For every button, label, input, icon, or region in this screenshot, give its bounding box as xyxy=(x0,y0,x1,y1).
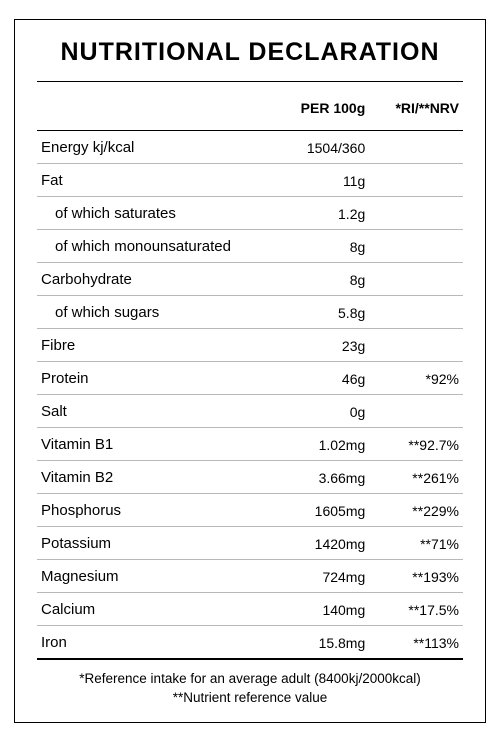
nutrient-nrv xyxy=(369,230,463,263)
nutrient-nrv: *92% xyxy=(369,362,463,395)
nutrient-nrv: **71% xyxy=(369,527,463,560)
nutrient-label: Potassium xyxy=(37,527,276,560)
nutrient-nrv xyxy=(369,329,463,362)
nutrient-amount: 23g xyxy=(276,329,370,362)
table-row: Iron15.8mg**113% xyxy=(37,626,463,660)
table-row: Vitamin B23.66mg**261% xyxy=(37,461,463,494)
nutrient-label: Protein xyxy=(37,362,276,395)
table-row: Calcium140mg**17.5% xyxy=(37,593,463,626)
table-row: Vitamin B11.02mg**92.7% xyxy=(37,428,463,461)
nutrient-label: Energy kj/kcal xyxy=(37,131,276,164)
nutrient-label: Magnesium xyxy=(37,560,276,593)
footnote-ri: *Reference intake for an average adult (… xyxy=(37,670,463,689)
nutrient-amount: 15.8mg xyxy=(276,626,370,660)
nutrient-label: of which monounsaturated xyxy=(37,230,276,263)
nutrient-label: Vitamin B1 xyxy=(37,428,276,461)
table-row: Potassium1420mg**71% xyxy=(37,527,463,560)
footnotes: *Reference intake for an average adult (… xyxy=(37,660,463,708)
nutrition-panel: NUTRITIONAL DECLARATION PER 100g *RI/**N… xyxy=(14,19,486,723)
nutrient-nrv: **229% xyxy=(369,494,463,527)
nutrient-amount: 0g xyxy=(276,395,370,428)
nutrient-amount: 140mg xyxy=(276,593,370,626)
table-row: of which sugars5.8g xyxy=(37,296,463,329)
col-header-label xyxy=(37,82,276,131)
table-row: of which monounsaturated8g xyxy=(37,230,463,263)
nutrient-nrv xyxy=(369,164,463,197)
nutrient-amount: 8g xyxy=(276,230,370,263)
nutrient-label: Fat xyxy=(37,164,276,197)
nutrient-amount: 8g xyxy=(276,263,370,296)
table-row: Protein46g*92% xyxy=(37,362,463,395)
nutrient-amount: 5.8g xyxy=(276,296,370,329)
table-header-row: PER 100g *RI/**NRV xyxy=(37,82,463,131)
nutrient-nrv: **193% xyxy=(369,560,463,593)
nutrient-amount: 1504/360 xyxy=(276,131,370,164)
nutrient-nrv: **92.7% xyxy=(369,428,463,461)
nutrient-nrv: **17.5% xyxy=(369,593,463,626)
nutrient-nrv xyxy=(369,197,463,230)
footnote-nrv: **Nutrient reference value xyxy=(37,689,463,708)
nutrient-label: Salt xyxy=(37,395,276,428)
nutrient-amount: 724mg xyxy=(276,560,370,593)
nutrient-nrv xyxy=(369,131,463,164)
nutrient-amount: 1.2g xyxy=(276,197,370,230)
table-row: Magnesium724mg**193% xyxy=(37,560,463,593)
panel-title: NUTRITIONAL DECLARATION xyxy=(37,38,463,82)
table-row: Fat11g xyxy=(37,164,463,197)
nutrient-nrv xyxy=(369,296,463,329)
nutrient-amount: 11g xyxy=(276,164,370,197)
nutrient-amount: 1605mg xyxy=(276,494,370,527)
nutrient-amount: 1420mg xyxy=(276,527,370,560)
table-row: Energy kj/kcal1504/360 xyxy=(37,131,463,164)
table-row: Phosphorus1605mg**229% xyxy=(37,494,463,527)
table-row: Fibre23g xyxy=(37,329,463,362)
nutrient-nrv: **261% xyxy=(369,461,463,494)
nutrient-label: Iron xyxy=(37,626,276,660)
nutrient-label: of which sugars xyxy=(37,296,276,329)
nutrient-nrv: **113% xyxy=(369,626,463,660)
nutrient-label: Fibre xyxy=(37,329,276,362)
nutrient-amount: 46g xyxy=(276,362,370,395)
col-header-nrv: *RI/**NRV xyxy=(369,82,463,131)
nutrition-table: PER 100g *RI/**NRV Energy kj/kcal1504/36… xyxy=(37,82,463,660)
col-header-per100g: PER 100g xyxy=(276,82,370,131)
nutrient-label: Vitamin B2 xyxy=(37,461,276,494)
table-row: of which saturates1.2g xyxy=(37,197,463,230)
nutrient-label: Calcium xyxy=(37,593,276,626)
nutrient-label: of which saturates xyxy=(37,197,276,230)
table-row: Salt0g xyxy=(37,395,463,428)
nutrient-amount: 3.66mg xyxy=(276,461,370,494)
table-row: Carbohydrate8g xyxy=(37,263,463,296)
nutrient-nrv xyxy=(369,395,463,428)
nutrient-amount: 1.02mg xyxy=(276,428,370,461)
nutrient-label: Phosphorus xyxy=(37,494,276,527)
nutrient-label: Carbohydrate xyxy=(37,263,276,296)
nutrient-nrv xyxy=(369,263,463,296)
